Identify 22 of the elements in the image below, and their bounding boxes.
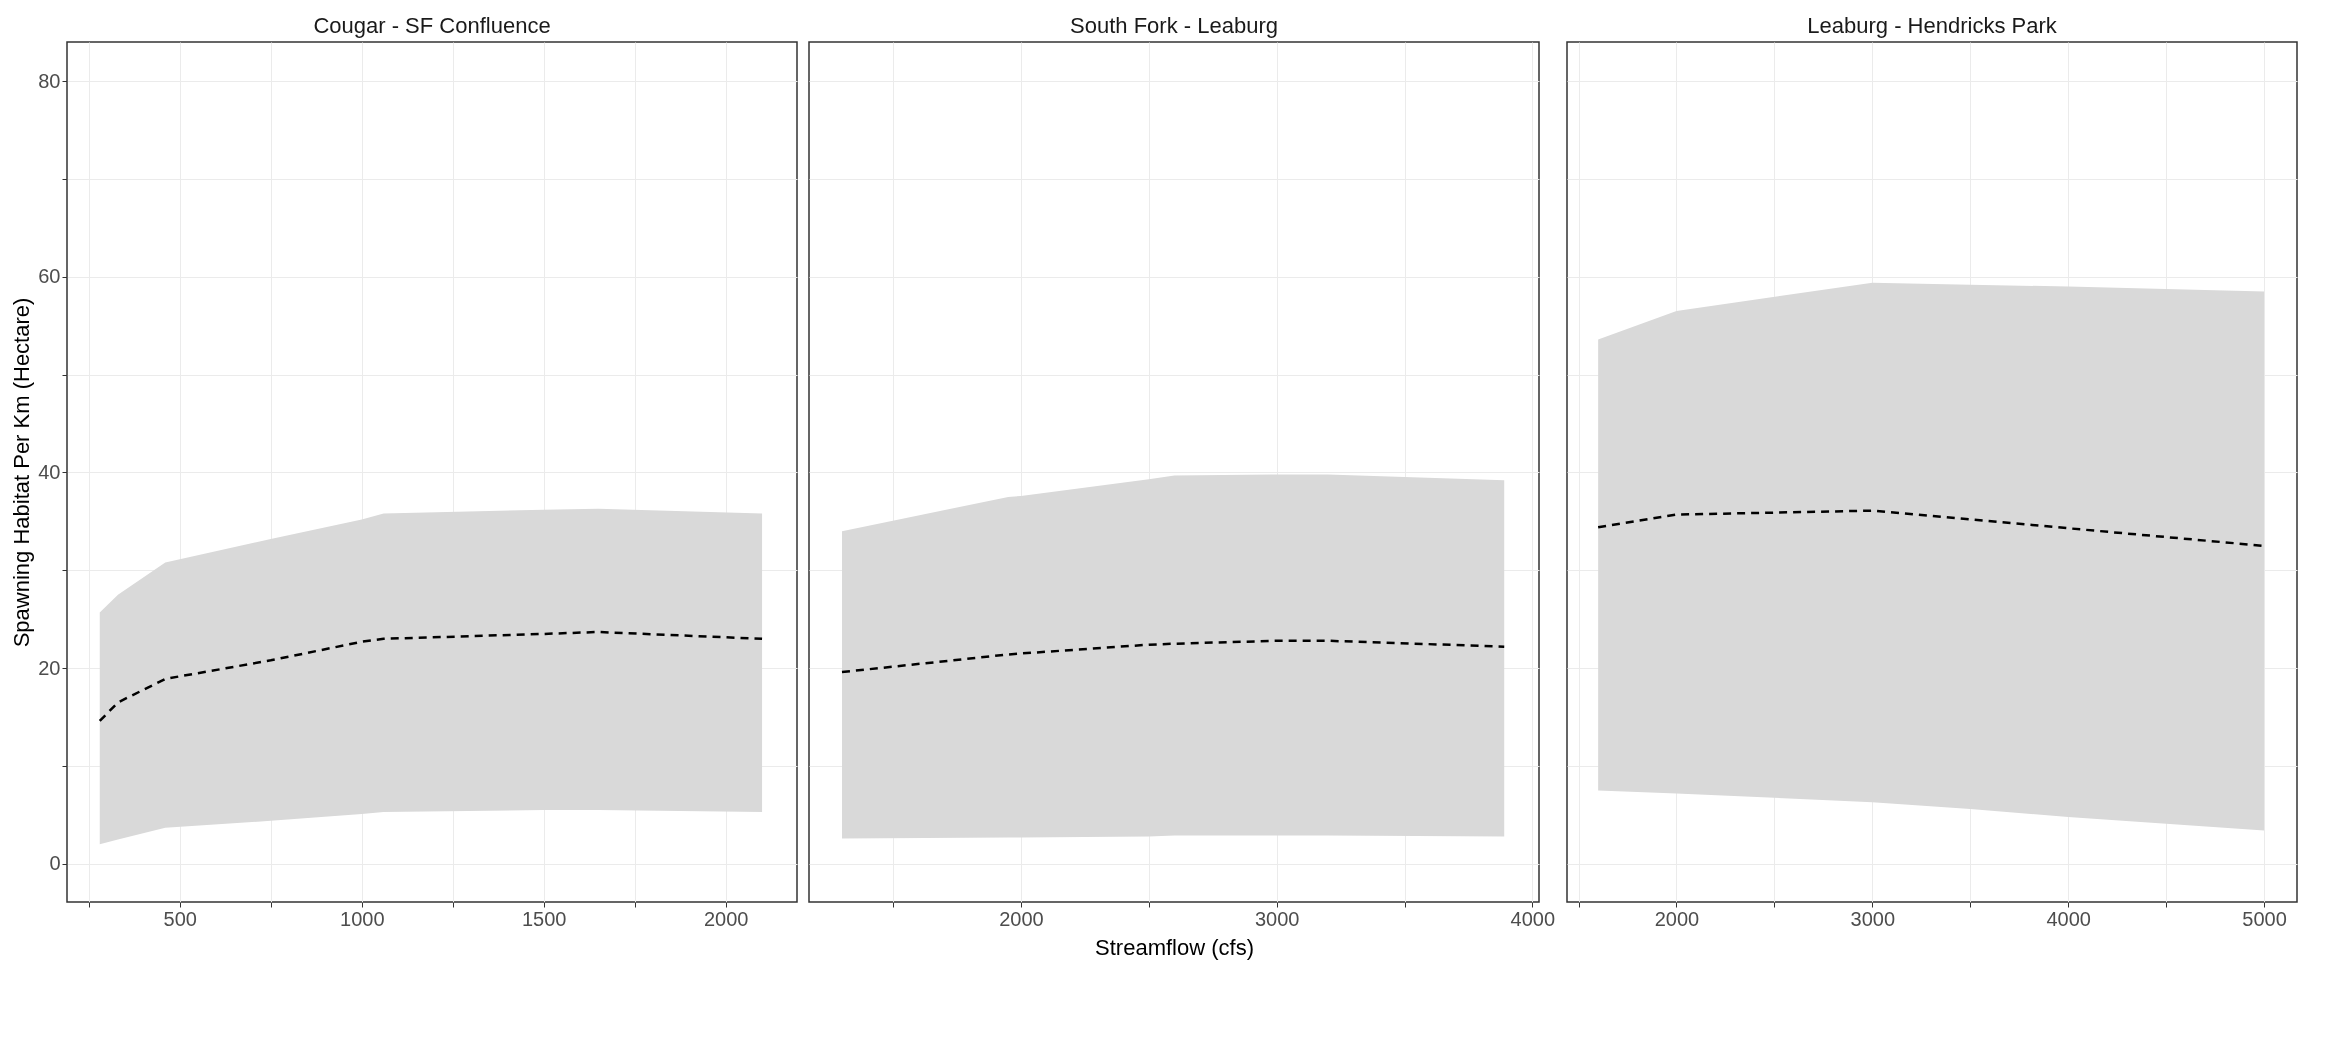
y-tick-label: 40	[38, 460, 61, 483]
y-axis-title: Spawning Habitat Per Km (Hectare)	[9, 297, 35, 648]
y-tick-label: 60	[38, 265, 61, 288]
chart-title: South Fork - Leaburg	[1070, 13, 1278, 38]
y-tick-label: 20	[38, 656, 61, 679]
y-tick-label: 0	[49, 852, 61, 875]
x-tick-label: 2000	[999, 907, 1044, 930]
x-tick-label: 500	[163, 907, 197, 930]
y-tick-label: 80	[38, 69, 61, 92]
line-series	[98, 630, 764, 723]
x-tick-label: 1000	[340, 907, 385, 930]
chart-title: Cougar - SF Confluence	[313, 13, 551, 38]
chart-title: Leaburg - Hendricks Park	[1807, 13, 2058, 38]
x-tick-label: 3000	[1254, 907, 1300, 930]
x-tick-label: 4000	[2046, 907, 2091, 930]
x-tick-label: 1500	[521, 907, 567, 930]
x-tick-label: 2000	[703, 907, 749, 930]
x-tick-label: 4000	[1510, 907, 1556, 930]
x-tick-label: 2000	[1654, 907, 1700, 930]
x-tick-label: 3000	[1850, 907, 1896, 930]
x-tick-label: 5000	[2242, 907, 2287, 930]
x-axis-title: Streamflow (cfs)	[1095, 934, 1254, 960]
